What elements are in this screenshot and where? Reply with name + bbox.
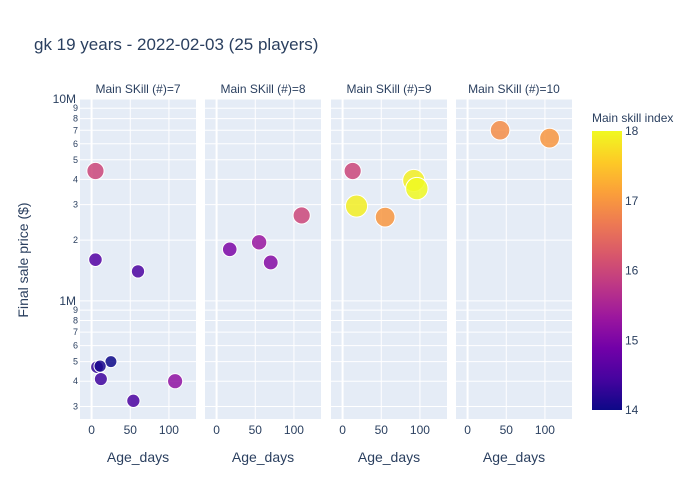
x-tick-label: 50	[375, 423, 389, 437]
data-point[interactable]	[93, 372, 108, 387]
x-tick-label: 100	[535, 423, 555, 437]
y-minor-tick-label: 6	[73, 139, 78, 149]
y-minor-tick-label: 5	[73, 357, 78, 367]
colorbar-tick-label: 17	[625, 194, 639, 208]
data-point[interactable]	[130, 264, 146, 279]
facet-label: Main SKill (#)=10	[468, 82, 560, 96]
colorbar-tick-label: 15	[625, 333, 639, 347]
y-minor-tick-label: 7	[73, 125, 78, 135]
facet-label: Main SKill (#)=9	[346, 82, 431, 96]
y-minor-tick-label: 5	[73, 155, 78, 165]
x-tick-label: 50	[249, 423, 263, 437]
x-axis-title: Age_days	[358, 449, 420, 465]
x-tick-label: 0	[464, 423, 471, 437]
colorbar-tick-label: 16	[625, 264, 639, 278]
data-point[interactable]	[292, 206, 311, 225]
facet-2: 0 50 100 Main SKill (#)=8 Age_days	[205, 82, 321, 465]
x-axis-title: Age_days	[483, 449, 545, 465]
y-tick-label: 1M	[59, 294, 76, 308]
x-axis-title: Age_days	[107, 449, 169, 465]
data-point[interactable]	[167, 373, 184, 390]
y-minor-tick-label: 7	[73, 327, 78, 337]
x-tick-label: 100	[410, 423, 430, 437]
data-point[interactable]	[126, 393, 141, 408]
y-minor-tick-label: 3	[73, 401, 78, 411]
colorbar-bar	[592, 131, 622, 410]
facet-plot-area	[205, 99, 321, 419]
data-point[interactable]	[93, 359, 107, 373]
facet-label: Main SKill (#)=8	[220, 82, 305, 96]
facet-1: 0 50 100 Main SKill (#)=7 Age_days	[80, 82, 196, 465]
x-tick-label: 0	[88, 423, 95, 437]
data-point[interactable]	[374, 206, 396, 228]
colorbar-tick-label: 18	[625, 124, 639, 138]
x-tick-label: 0	[339, 423, 346, 437]
facet-3: 0 50 100 Main SKill (#)=9 Age_days	[331, 82, 447, 465]
y-minor-tick-label: 4	[73, 376, 78, 386]
data-point[interactable]	[343, 161, 362, 181]
x-tick-label: 100	[284, 423, 304, 437]
data-point[interactable]	[262, 254, 279, 271]
chart-title: gk 19 years - 2022-02-03 (25 players)	[34, 35, 318, 54]
x-tick-label: 50	[500, 423, 514, 437]
y-minor-tick-label: 8	[73, 315, 78, 325]
x-tick-label: 50	[124, 423, 138, 437]
y-minor-tick-label: 9	[73, 305, 78, 315]
colorbar: Main skill index 14 15 16 17 18	[592, 111, 673, 417]
facet-plot-area	[331, 99, 447, 419]
facet-plot-area	[456, 99, 572, 419]
y-minor-tick-label: 2	[73, 235, 78, 245]
data-point[interactable]	[405, 176, 429, 201]
x-tick-label: 0	[213, 423, 220, 437]
facet-4: 0 50 100 Main SKill (#)=10 Age_days	[456, 82, 572, 465]
data-point[interactable]	[344, 194, 369, 218]
y-minor-tick-label: 4	[73, 174, 78, 184]
colorbar-title: Main skill index	[592, 111, 673, 125]
data-point[interactable]	[86, 161, 105, 181]
x-axis-title: Age_days	[232, 449, 294, 465]
y-axis-title: Final sale price ($)	[15, 202, 31, 317]
x-tick-label: 100	[159, 423, 179, 437]
data-point[interactable]	[250, 234, 268, 251]
data-point[interactable]	[104, 355, 118, 369]
y-minor-tick-label: 3	[73, 200, 78, 210]
data-point[interactable]	[539, 127, 560, 149]
colorbar-tick-label: 14	[625, 403, 639, 417]
y-minor-tick-label: 6	[73, 341, 78, 351]
y-tick-label: 10M	[53, 92, 76, 106]
y-minor-tick-label: 8	[73, 114, 78, 124]
data-point[interactable]	[88, 252, 103, 267]
data-point[interactable]	[221, 241, 238, 258]
y-minor-tick-label: 9	[73, 103, 78, 113]
data-point[interactable]	[489, 120, 511, 141]
facet-label: Main SKill (#)=7	[95, 82, 180, 96]
